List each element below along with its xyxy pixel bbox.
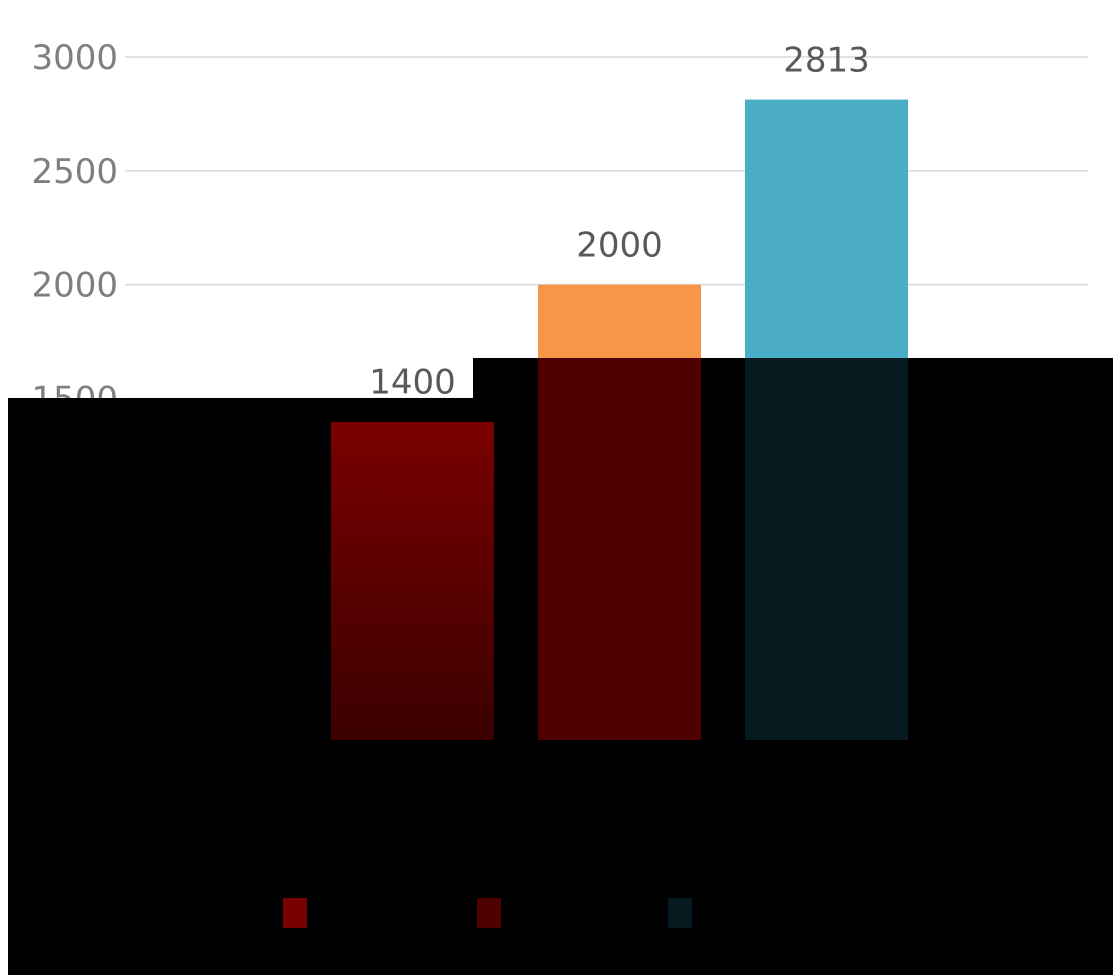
occluded-bar-series-3 [745, 358, 908, 740]
legend-swatch-series-2 [477, 898, 501, 928]
occluded-bar-series-2 [538, 358, 701, 740]
data-label-series-2: 2000 [576, 226, 663, 266]
occluded-bar-series-1 [331, 422, 494, 740]
y-tick-label: 3000 [31, 38, 118, 78]
data-label-series-1: 1400 [369, 362, 456, 402]
legend-swatch-series-3 [668, 898, 692, 928]
data-labels: 1400 2000 2813 [369, 41, 870, 403]
y-tick-label: 2500 [31, 152, 118, 192]
y-tick-label: 2000 [31, 266, 118, 306]
legend-swatch-series-1 [283, 898, 307, 928]
data-label-series-3: 2813 [783, 41, 870, 81]
